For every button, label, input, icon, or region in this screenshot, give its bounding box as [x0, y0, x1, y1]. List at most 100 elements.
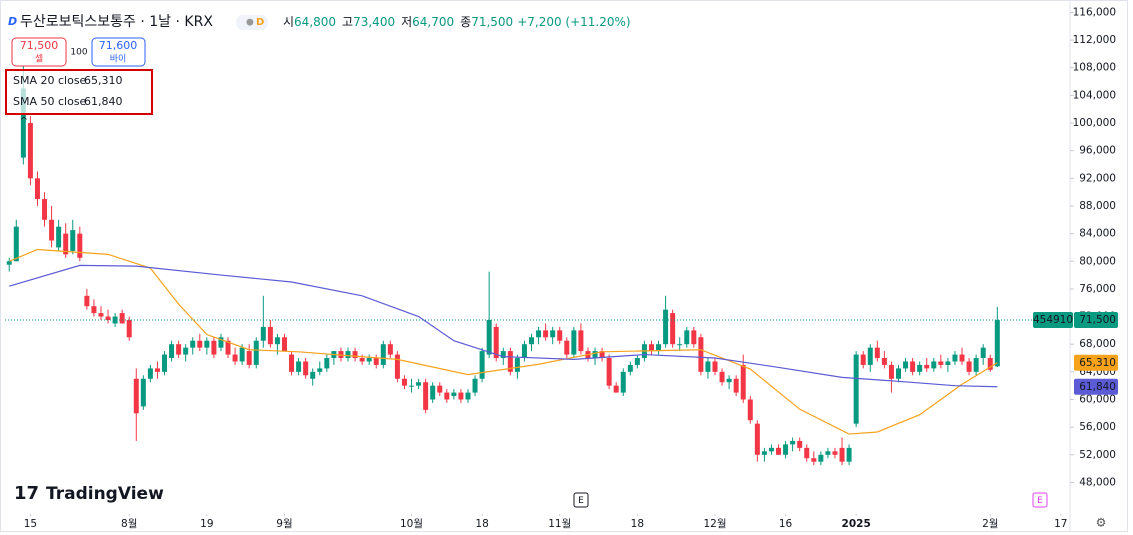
candle-body: [140, 378, 146, 407]
candle-body: [409, 385, 415, 387]
candle-body: [190, 340, 196, 348]
candle-body: [599, 351, 605, 359]
candle-body: [324, 358, 330, 369]
badge-bg: [236, 15, 268, 30]
candle-body: [860, 354, 866, 365]
sell-button[interactable]: [11, 37, 67, 67]
candle-body: [952, 354, 958, 362]
candle-body: [832, 451, 838, 455]
candle-body: [536, 330, 542, 338]
candle-body: [888, 364, 894, 379]
candle-body: [345, 351, 351, 359]
symbol-tag-label: 454910: [1033, 314, 1073, 326]
symbol-title: 두산로보틱스보통주 · 1날 · KRX: [20, 14, 213, 30]
candle-body: [366, 358, 372, 362]
price-tag-label: 61,840: [1079, 381, 1116, 393]
candle-body: [790, 440, 796, 445]
candle-body: [105, 316, 111, 321]
x-tick-label: 11월: [548, 518, 571, 530]
candle-body: [917, 364, 923, 372]
candle-body: [416, 382, 422, 386]
candle-body: [973, 358, 979, 372]
badge: D: [256, 17, 264, 28]
ohlc-value: 64,800: [294, 15, 336, 29]
candle-body: [246, 351, 252, 365]
y-tick-label: 108,000: [1073, 62, 1116, 74]
candle-body: [698, 337, 704, 372]
candle-body: [401, 378, 407, 386]
y-tick-label: 96,000: [1079, 145, 1116, 157]
candle-body: [126, 320, 132, 338]
candle-body: [783, 444, 789, 455]
candle-body: [91, 306, 97, 314]
logo-mark: 𝟭𝟳: [14, 483, 39, 504]
candle-body: [924, 364, 930, 369]
settings-icon[interactable]: ⚙: [1096, 516, 1107, 530]
y-tick-label: 92,000: [1079, 172, 1116, 184]
y-tick-label: 112,000: [1073, 34, 1116, 46]
candle-body: [169, 344, 175, 359]
collapse-arrow[interactable]: ^: [20, 116, 28, 127]
candle-body: [839, 447, 845, 462]
candle-body: [204, 340, 210, 348]
header: D 두산로보틱스보통주 · 1날 · KRX ● D 시64,800 고73,40…: [5, 14, 1107, 530]
candle-body: [162, 354, 168, 372]
candle-body: [550, 330, 556, 338]
candle-body: [945, 361, 951, 365]
candle-body: [183, 347, 189, 355]
candle-body: [867, 347, 873, 365]
x-tick-label: 8월: [121, 518, 137, 530]
candle-body: [578, 330, 584, 352]
legend-value: 65,310: [84, 74, 123, 87]
legend-name: SMA 50 close: [13, 95, 87, 108]
candle-body: [825, 451, 831, 455]
candle-body: [811, 458, 817, 462]
candle-body: [260, 326, 266, 341]
price-tag-label: 71,500: [1079, 314, 1116, 326]
price-tag: [1074, 378, 1118, 395]
candle-body: [691, 330, 697, 345]
candle-body: [874, 347, 880, 359]
candle-body: [197, 340, 203, 348]
candle-body: [296, 361, 302, 372]
x-tick-label: 18: [631, 518, 644, 530]
candle-body: [394, 354, 400, 379]
candle-body: [754, 423, 760, 455]
candle-body: [663, 309, 669, 345]
candle-body: [253, 340, 259, 365]
candle-body: [437, 385, 443, 393]
candle-body: [493, 326, 499, 359]
x-tick-label: 2025: [842, 518, 871, 530]
candle-body: [797, 440, 803, 448]
plot: [5, 64, 1070, 466]
candle-body: [557, 330, 563, 341]
buy-button[interactable]: [91, 37, 146, 67]
x-tick-label: 15: [24, 518, 37, 530]
sell-label: 셀: [35, 54, 43, 65]
candle-body: [881, 358, 887, 365]
candle-body: [740, 364, 746, 400]
candle-body: [719, 371, 725, 383]
candle-body: [430, 385, 436, 400]
legend-highlight: [5, 69, 153, 115]
legend-name: SMA 20 close: [13, 74, 87, 87]
y-tick-label: 100,000: [1073, 117, 1116, 129]
candle-body: [49, 219, 55, 241]
event-marker[interactable]: [573, 492, 589, 508]
candle-body: [352, 351, 358, 359]
y-tick-label: 60,000: [1079, 393, 1116, 405]
candle-body: [712, 361, 718, 372]
candle-body: [317, 368, 323, 372]
candle-body: [747, 399, 753, 421]
y-tick-label: 48,000: [1079, 476, 1116, 488]
candle-body: [373, 358, 379, 365]
event-marker[interactable]: [1032, 492, 1048, 508]
candle-body: [359, 358, 365, 362]
candle-body: [267, 326, 273, 345]
x-tick-label: 19: [200, 518, 213, 530]
candle-body: [895, 368, 901, 379]
candle-body: [500, 351, 506, 359]
candle-body: [571, 330, 577, 355]
price-tag: [1074, 312, 1118, 329]
